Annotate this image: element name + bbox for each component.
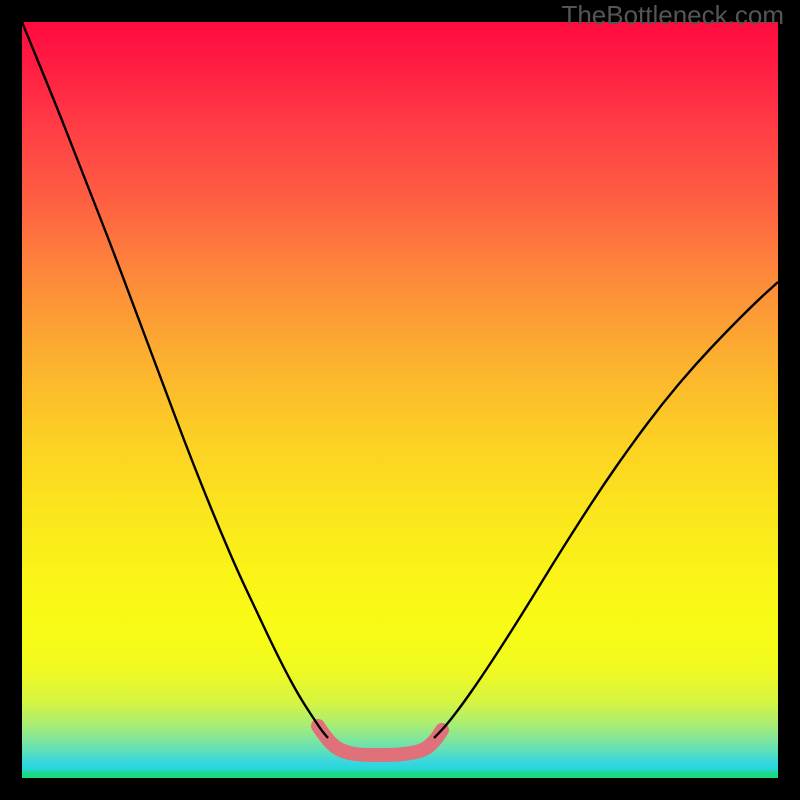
watermark-text: TheBottleneck.com <box>561 0 784 31</box>
chart-canvas: TheBottleneck.com <box>0 0 800 800</box>
plot-area <box>22 22 778 778</box>
gradient-background <box>22 22 778 778</box>
